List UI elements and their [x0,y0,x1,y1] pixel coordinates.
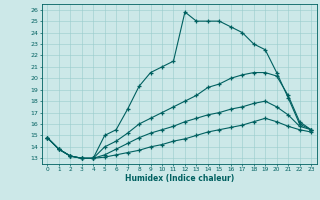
X-axis label: Humidex (Indice chaleur): Humidex (Indice chaleur) [124,174,234,183]
